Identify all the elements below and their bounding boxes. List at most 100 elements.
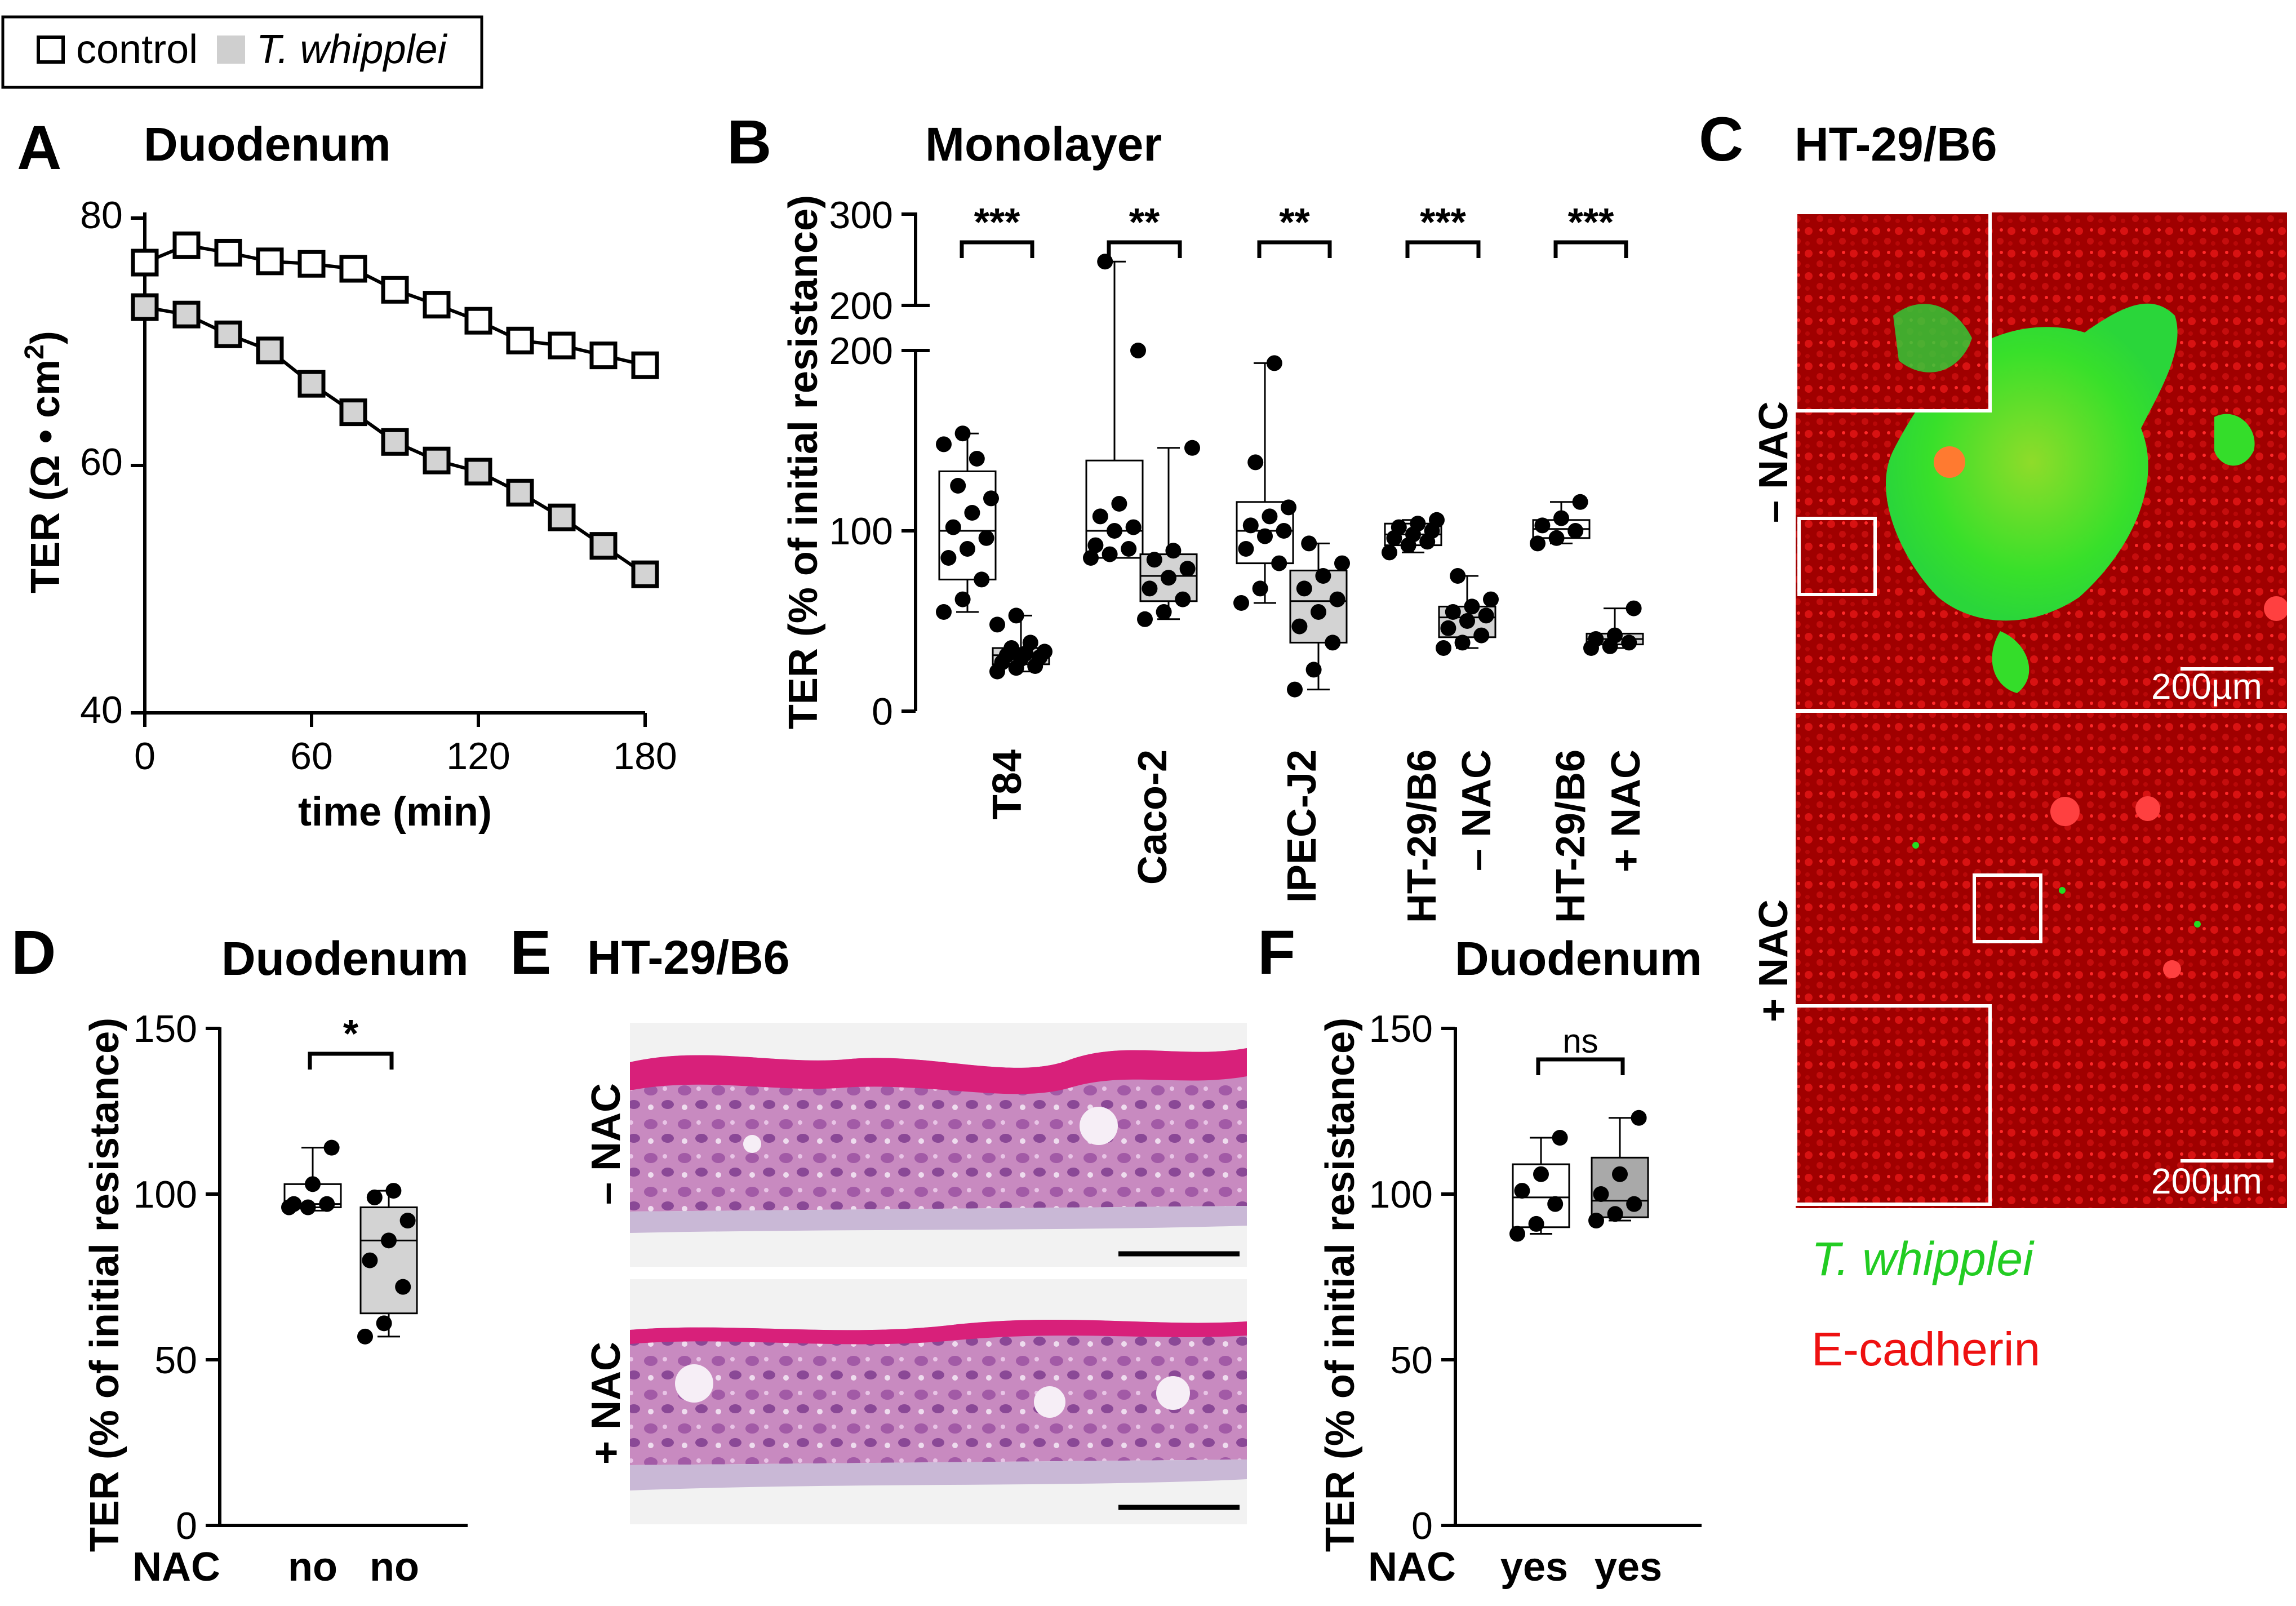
- legend: control T. whipplei: [1, 15, 483, 89]
- panel-f-xlabel-1: yes: [1500, 1545, 1568, 1590]
- panel-b-group3-control-point: [1247, 454, 1264, 471]
- panel-d-ytick: 100: [134, 1173, 197, 1216]
- panel-c-row-label-plus: + NAC: [1751, 899, 1796, 1022]
- panel-a-point-control: [297, 250, 326, 278]
- panel-f-row-label: NAC: [1368, 1545, 1456, 1590]
- panel-b-group3-control-point: [1271, 555, 1287, 571]
- panel-b-group5-control-point: [1553, 510, 1569, 526]
- panel-b-group3-control-point: [1257, 528, 1273, 544]
- panel-b-group2-control-point: [1130, 343, 1146, 358]
- panel-f-group2-point: [1593, 1186, 1609, 1202]
- panel-b-group1-control-point: [964, 505, 980, 521]
- panel-b-group5-control-point: [1530, 535, 1546, 552]
- panel-f-ytick: 0: [1411, 1505, 1433, 1547]
- panel-b-sig-4-bracket: [1405, 240, 1481, 258]
- panel-d-group1-point: [319, 1196, 335, 1212]
- panel-b-group4-twhipplei-point: [1454, 635, 1471, 651]
- panel-a-ylabel: TER (Ω • cm2): [20, 331, 68, 593]
- panel-b-group1-control-point: [974, 571, 990, 588]
- panel-b-group1-control-point: [936, 604, 952, 620]
- panel-a-point-twhipplei: [297, 370, 326, 398]
- panel-f-sig-bracket: [1536, 1057, 1625, 1075]
- panel-b-xlabel-ht29-a-nac: – NAC: [1454, 749, 1499, 871]
- panel-b-group2-control-point: [1092, 508, 1108, 525]
- panel-b-sig-5-label: ***: [1568, 200, 1614, 244]
- panel-b-sig-5-bracket: [1553, 240, 1628, 258]
- legend-twhipplei-label: T. whipplei: [256, 27, 448, 72]
- panel-b-xlabel-ht29-b: HT-29/B6: [1548, 749, 1593, 923]
- panel-a-xtick-60: 60: [290, 735, 333, 778]
- panel-b-group1-control-point: [983, 490, 999, 507]
- panel-b-xlabel-t84: T84: [985, 749, 1030, 819]
- panel-b-group3-twhipplei-point: [1305, 662, 1322, 678]
- panel-b-group5-control-point: [1567, 523, 1584, 539]
- panel-a-chart: 80 60 40 0 60 120 180 time (min) TER (Ω …: [20, 194, 677, 835]
- panel-b-group2-twhipplei-point: [1142, 580, 1158, 597]
- panel-b-xlabel-ht29-a: HT-29/B6: [1400, 749, 1445, 923]
- panel-b-group5-control-point: [1572, 494, 1588, 510]
- panel-d-group1-point: [305, 1176, 321, 1192]
- panel-e-image-plus-nac: [630, 1279, 1247, 1524]
- panel-b-group1-control-point: [936, 436, 952, 452]
- panel-d-group2-point: [376, 1315, 392, 1332]
- panel-d-group2-point: [395, 1279, 411, 1295]
- panel-d-sig-bracket: [308, 1052, 394, 1070]
- panel-a-ytick-80: 80: [80, 194, 123, 237]
- panel-a-point-control: [548, 331, 576, 360]
- panel-f-group2-point: [1607, 1206, 1623, 1222]
- panel-b-group3-control-point: [1242, 517, 1259, 534]
- panel-f-group2-point: [1612, 1166, 1628, 1182]
- panel-f-sig-label: ns: [1562, 1022, 1598, 1060]
- panel-b-group3-control-point: [1266, 355, 1282, 371]
- panel-c-image-plus-nac: 200µm: [1796, 713, 2287, 1208]
- panel-label-a: A: [17, 113, 61, 183]
- panel-f-group1-point: [1528, 1215, 1544, 1232]
- panel-b-sig-1-bracket: [960, 240, 1034, 258]
- panel-b-group1-control-point: [940, 550, 957, 566]
- panel-d-group1-point: [300, 1199, 316, 1215]
- panel-b-group2-twhipplei-point: [1146, 552, 1162, 568]
- panel-b-group3-twhipplei-point: [1325, 635, 1341, 651]
- panel-b-group5-twhipplei-point: [1621, 635, 1637, 651]
- panel-a-ytick-60: 60: [80, 441, 123, 483]
- panel-b-group3-twhipplei-point: [1287, 681, 1303, 698]
- panel-f-group1-point: [1509, 1226, 1525, 1242]
- panel-d-group2-point: [357, 1328, 373, 1345]
- panel-b-group2-control-point: [1111, 496, 1127, 512]
- panel-b-sig-2-bracket: [1107, 240, 1182, 258]
- panel-b-group1-control-point: [960, 541, 975, 557]
- panel-e-row-label-minus: – NAC: [584, 1083, 629, 1205]
- panel-d-group2-point: [399, 1213, 416, 1229]
- panel-d-xlabel-2: no: [370, 1545, 419, 1590]
- panel-a-ytick-40: 40: [80, 689, 123, 731]
- panel-c-scalebar-label-1: 200µm: [2151, 666, 2262, 707]
- panel-b-sig-1-label: ***: [974, 200, 1020, 244]
- panel-b-group3-twhipplei-point: [1296, 580, 1312, 597]
- panel-d-group2-point: [381, 1232, 397, 1249]
- panel-c-legend-red: E-cadherin: [1811, 1323, 2040, 1376]
- panel-e-title: HT-29/B6: [587, 931, 789, 984]
- panel-b-chart: 300 200 200 100 0 TER (% of initial resi…: [781, 194, 1649, 923]
- panel-b-group1-twhipplei-point: [1037, 644, 1052, 660]
- panel-b-group4-control-point: [1410, 516, 1426, 532]
- panel-a-point-control: [339, 255, 367, 283]
- panel-d-row-label: NAC: [132, 1545, 220, 1590]
- panel-c-legend-green: T. whipplei: [1811, 1232, 2035, 1285]
- panel-a-point-twhipplei: [589, 532, 618, 560]
- panel-b-group4-twhipplei-point: [1445, 604, 1461, 620]
- panel-e-histology: – NAC + NAC: [584, 1023, 1247, 1524]
- panel-b-group2-twhipplei-point: [1137, 611, 1153, 627]
- panel-b-sig-3-bracket: [1257, 240, 1332, 258]
- panel-b-group1-twhipplei-point: [989, 616, 1005, 633]
- panel-b-group1-control-point: [950, 478, 966, 494]
- panel-b-group3-control-point: [1233, 595, 1249, 611]
- panel-a-point-control: [423, 291, 451, 319]
- panel-d-group2-point: [362, 1252, 378, 1268]
- panel-b-group3-twhipplei-point: [1315, 568, 1331, 584]
- panel-f-group1-point: [1533, 1166, 1549, 1182]
- panel-b-group5-twhipplei-point: [1588, 631, 1604, 647]
- panel-a-point-twhipplei: [631, 560, 659, 588]
- panel-e-row-label-plus: + NAC: [584, 1342, 629, 1465]
- panel-a-point-twhipplei: [256, 336, 284, 365]
